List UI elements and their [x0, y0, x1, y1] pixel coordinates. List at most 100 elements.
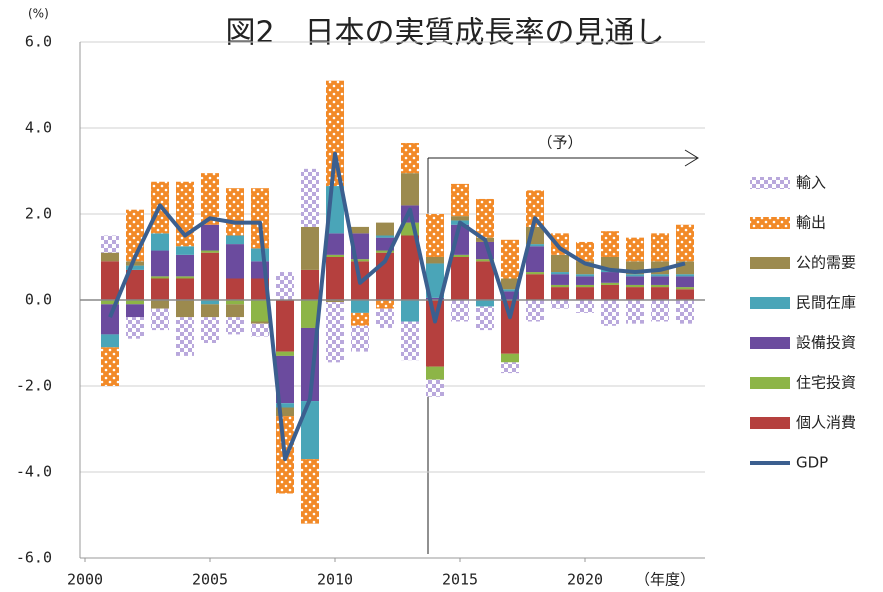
bar-segment: [451, 300, 469, 322]
bar-segment: [476, 300, 494, 307]
legend-swatch: [750, 177, 790, 189]
bar-segment: [501, 300, 519, 354]
bar-segment: [176, 300, 194, 318]
bar-segment: [651, 284, 669, 288]
bar-segment: [576, 276, 594, 285]
bar-segment: [501, 362, 519, 374]
bar-segment: [126, 269, 144, 300]
bar-segment: [351, 312, 369, 326]
bar-segment: [251, 300, 269, 322]
bar-segment: [351, 300, 369, 313]
bar-segment: [676, 300, 694, 324]
bar-segment: [301, 168, 319, 227]
legend-label: 民間在庫: [796, 294, 856, 312]
bar-segment: [451, 254, 469, 257]
bar-segment: [101, 334, 119, 348]
legend-label: 住宅投資: [796, 374, 856, 392]
bar-segment: [676, 276, 694, 288]
y-tick-label: -4.0: [16, 463, 52, 481]
bar-segment: [226, 304, 244, 318]
bar-segment: [126, 261, 144, 266]
arrow-head: [684, 149, 699, 167]
bar-segment: [501, 278, 519, 290]
bar-segment: [601, 231, 619, 257]
bar-segment: [151, 250, 169, 277]
bar-segment: [626, 287, 644, 300]
bar-segment: [476, 261, 494, 300]
bar-segment: [626, 284, 644, 288]
bar-segment: [276, 403, 294, 408]
bar-segment: [126, 300, 144, 305]
bar-segment: [651, 233, 669, 262]
bar-segment: [176, 278, 194, 300]
x-tick-label: 2015: [442, 571, 478, 589]
bar-segment: [401, 143, 419, 174]
bar-segment: [426, 297, 444, 300]
x-unit: （年度）: [635, 571, 695, 589]
bar-segment: [201, 173, 219, 225]
legend-label: 設備投資: [796, 334, 856, 352]
bar-segment: [151, 278, 169, 300]
legend-swatch: [750, 297, 790, 309]
legend-label: 公的需要: [796, 254, 856, 272]
bar-segment: [251, 321, 269, 324]
bar-segment: [226, 300, 244, 305]
bar-segment: [526, 272, 544, 275]
bar-segment: [551, 272, 569, 275]
bar-segment: [376, 300, 394, 309]
y-tick-label: -6.0: [16, 549, 52, 567]
bar-segment: [501, 291, 519, 300]
bar-segment: [551, 287, 569, 300]
bar-segment: [426, 257, 444, 264]
bar-segment: [626, 276, 644, 285]
bar-segment: [401, 321, 419, 361]
bar-segment: [376, 222, 394, 236]
bar-segment: [176, 317, 194, 356]
legend-label: GDP: [796, 454, 828, 472]
bar-segment: [601, 282, 619, 285]
bar-segment: [101, 261, 119, 300]
bar-segment: [626, 300, 644, 324]
bar-segment: [101, 300, 119, 305]
bar-segment: [101, 235, 119, 253]
bar-segment: [326, 80, 344, 187]
bar-segment: [501, 289, 519, 292]
bar-segment: [551, 274, 569, 285]
bar-segment: [576, 287, 594, 300]
bar-segment: [276, 355, 294, 404]
bar-segment: [276, 272, 294, 300]
bar-segment: [276, 300, 294, 352]
gdp-line: [108, 151, 686, 462]
bar-segment: [426, 366, 444, 380]
bar-segment: [376, 250, 394, 253]
bar-segment: [301, 226, 319, 270]
bar-segment: [576, 300, 594, 313]
bar-segment: [201, 250, 219, 253]
bar-segment: [201, 304, 219, 318]
bar-segment: [201, 300, 219, 305]
bar-segment: [201, 252, 219, 300]
bar-segment: [351, 325, 369, 352]
bar-segment: [276, 407, 294, 417]
bar-segment: [526, 274, 544, 300]
bar-segment: [251, 248, 269, 262]
legend-swatch: [750, 217, 790, 229]
y-tick-label: 0.0: [25, 291, 52, 309]
bar-segment: [676, 224, 694, 262]
bar-segment: [351, 226, 369, 234]
bar-segment: [326, 257, 344, 300]
bar-segment: [551, 254, 569, 273]
x-tick-label: 2000: [67, 571, 103, 589]
bar-segment: [126, 304, 144, 318]
chart-title: 図2 日本の実質成長率の見通し: [225, 16, 664, 51]
legend-label: 個人消費: [796, 414, 856, 432]
y-tick-label: 4.0: [25, 119, 52, 137]
bar-segment: [176, 254, 194, 277]
bar-segment: [676, 274, 694, 277]
bar-segment: [276, 351, 294, 356]
bar-segment: [126, 317, 144, 339]
bar-segment: [401, 300, 419, 322]
legend-swatch: [750, 377, 790, 389]
bar-segment: [551, 284, 569, 288]
